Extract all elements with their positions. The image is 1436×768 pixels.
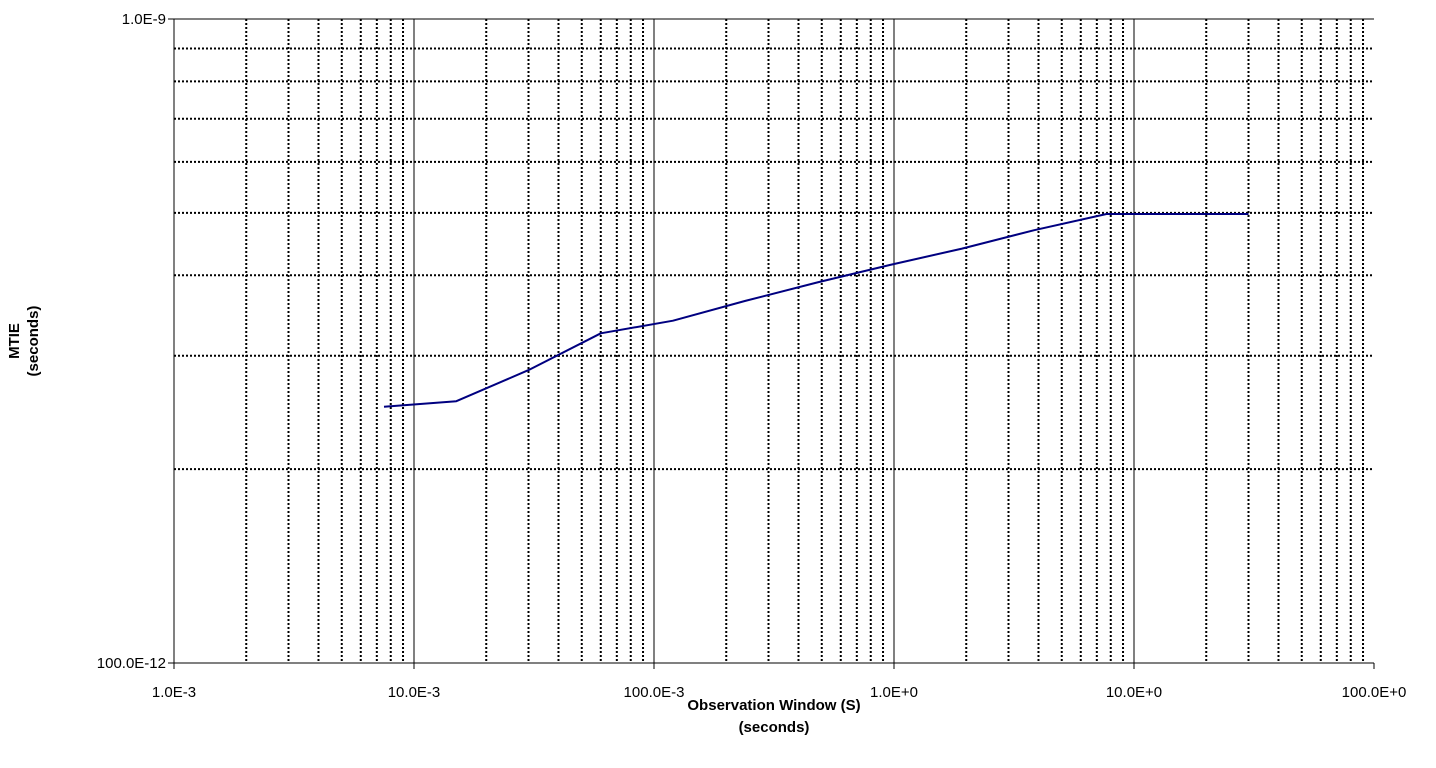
y-axis-title: MTIE — [6, 323, 23, 359]
y-axis-title: (seconds) — [25, 306, 42, 377]
x-tick-label: 10.0E-3 — [388, 684, 441, 701]
plot-area — [174, 19, 1374, 663]
y-tick-label: 1.0E-9 — [122, 11, 166, 28]
labels: 1.0E-3 10.0E-3 100.0E-3 1.0E+0 10.0E+0 100.0E… — [6, 11, 1406, 736]
x-tick-label: 100.0E+0 — [1342, 684, 1407, 701]
x-axis-title: Observation Window (S) — [687, 697, 860, 714]
x-tick-label: 10.0E+0 — [1106, 684, 1162, 701]
axes — [168, 18, 1375, 669]
x-tick-label: 1.0E+0 — [870, 684, 918, 701]
grid — [173, 19, 1374, 663]
x-tick-label: 1.0E-3 — [152, 684, 196, 701]
y-tick-label: 100.0E-12 — [97, 655, 166, 672]
x-tick-label: 100.0E-3 — [624, 684, 685, 701]
series — [383, 213, 1249, 408]
series-line — [383, 213, 1249, 408]
x-axis-title: (seconds) — [739, 719, 810, 736]
